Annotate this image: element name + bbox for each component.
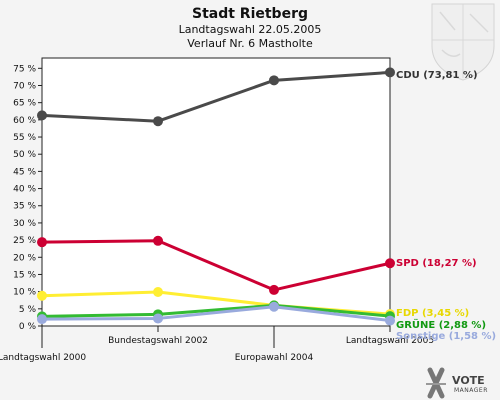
data-point bbox=[385, 258, 395, 269]
x-mark-icon bbox=[426, 367, 446, 399]
plot-area bbox=[41, 57, 391, 327]
series-end-label: GRÜNE (2,88 %) bbox=[396, 317, 486, 331]
data-point bbox=[385, 315, 395, 326]
x-tick-label: Landtagswahl 2000 bbox=[0, 353, 86, 363]
data-point bbox=[385, 67, 395, 78]
y-tick-label: 50 % bbox=[13, 150, 36, 160]
series-line bbox=[41, 70, 391, 123]
chart-subtitle: Landtagswahl 22.05.2005 bbox=[179, 23, 322, 36]
logo-sub: MANAGER bbox=[454, 387, 488, 394]
chart-subtitle-2: Verlauf Nr. 6 Mastholte bbox=[187, 37, 313, 50]
y-tick-label: 25 % bbox=[13, 236, 36, 246]
data-point bbox=[153, 116, 163, 127]
vote-manager-logo: VOTE MANAGER bbox=[426, 367, 488, 399]
y-tick-label: 65 % bbox=[13, 99, 36, 109]
series-cdu: CDU (73,81 %) bbox=[37, 67, 478, 127]
y-tick-label: 5 % bbox=[19, 305, 37, 315]
series-end-label: FDP (3,45 %) bbox=[396, 308, 469, 319]
data-point bbox=[153, 313, 163, 324]
coat-of-arms-icon bbox=[431, 3, 495, 81]
data-point bbox=[269, 284, 279, 295]
y-axis: 0 % 5 % 10 % 15 % 20 % 25 % 30 % 35 % 40 % 45 % 50… bbox=[13, 64, 42, 332]
series-line bbox=[41, 305, 391, 323]
y-tick-label: 15 % bbox=[13, 270, 36, 280]
series-end-label: SPD (18,27 %) bbox=[396, 258, 477, 269]
x-tick-label: Landtagswahl 2005 bbox=[346, 336, 434, 346]
logo-name: VOTE bbox=[452, 374, 485, 387]
series-line bbox=[41, 303, 391, 318]
data-point bbox=[37, 110, 47, 121]
series-end-label: Sonstige (1,58 %) bbox=[396, 331, 496, 342]
y-tick-label: 0 % bbox=[19, 322, 37, 332]
y-tick-label: 70 % bbox=[13, 81, 36, 91]
y-tick-label: 45 % bbox=[13, 167, 36, 177]
y-tick-label: 40 % bbox=[13, 185, 36, 195]
chart-title: Stadt Rietberg bbox=[192, 6, 308, 22]
x-axis: Landtagswahl 2000 Bundestagswahl 2002 Euro… bbox=[0, 326, 434, 363]
series-sonstige: Sonstige (1,58 %) bbox=[37, 301, 496, 342]
series-spd: SPD (18,27 %) bbox=[37, 235, 477, 295]
y-tick-label: 35 % bbox=[13, 202, 36, 212]
data-point bbox=[269, 301, 279, 312]
data-point bbox=[269, 75, 279, 86]
y-tick-label: 20 % bbox=[13, 253, 36, 263]
x-tick-label: Bundestagswahl 2002 bbox=[108, 336, 208, 346]
series-end-label: CDU (73,81 %) bbox=[396, 70, 478, 81]
data-point bbox=[37, 314, 47, 325]
data-point bbox=[153, 235, 163, 246]
data-point bbox=[37, 290, 47, 301]
x-tick-label: Europawahl 2004 bbox=[235, 353, 314, 363]
series-line bbox=[41, 239, 391, 292]
data-point bbox=[37, 237, 47, 248]
y-tick-label: 10 % bbox=[13, 288, 36, 298]
data-point bbox=[153, 286, 163, 297]
y-tick-label: 55 % bbox=[13, 133, 36, 143]
series-layer: CDU (73,81 %) SPD (18,27 %) FDP (3,45 %)GR… bbox=[37, 67, 496, 342]
y-tick-label: 60 % bbox=[13, 116, 36, 126]
y-tick-label: 30 % bbox=[13, 219, 36, 229]
y-tick-label: 75 % bbox=[13, 64, 36, 74]
